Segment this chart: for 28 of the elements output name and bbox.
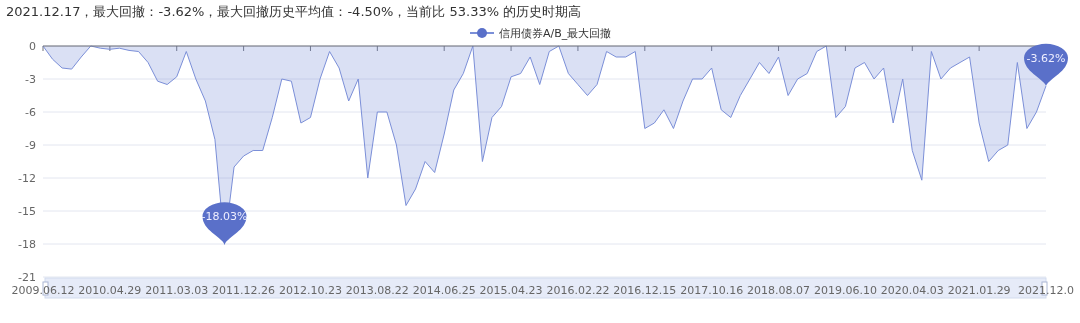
y-tick-label: -18 [18,238,36,251]
annotation: -3.62% [1026,51,1066,65]
y-tick-label: -9 [25,139,36,152]
legend-label: 信用债券A/B_最大回撤 [499,27,612,40]
x-tick-label: 2010.04.29 [78,284,142,297]
x-tick-label: 2017.10.16 [680,284,744,297]
x-tick-label: 2012.10.23 [278,284,342,297]
x-tick-label: 2019.06.10 [813,284,877,297]
x-tick-label: 2013.08.22 [345,284,409,297]
x-tick-label: 2009.06.12 [11,284,75,297]
x-tick-label: 2018.08.07 [747,284,811,297]
x-tick-label: 2015.04.23 [479,284,543,297]
y-tick-label: -15 [18,205,36,218]
x-tick-label: 2011.03.03 [145,284,209,297]
y-tick-label: 0 [29,40,36,53]
x-tick-label: 2016.12.15 [613,284,677,297]
x-tick-label: 2020.04.03 [880,284,944,297]
x-tick-label: 2014.06.25 [412,284,476,297]
x-tick-label: 2021.01.29 [947,284,1011,297]
y-tick-label: -12 [18,172,36,185]
legend: 信用债券A/B_最大回撤 [469,27,612,40]
y-tick-label: -21 [18,271,36,284]
y-tick-label: -6 [25,106,36,119]
y-tick-label: -3 [25,73,36,86]
x-tick-label: 2016.02.22 [546,284,610,297]
chart-title: 2021.12.17，最大回撤：-3.62%，最大回撤历史平均值：-4.50%，当前比 53.33% 的历史时期高 [6,4,582,19]
x-tick-label: 2021.12.0 [1018,284,1074,297]
x-tick-label: 2011.12.26 [212,284,276,297]
